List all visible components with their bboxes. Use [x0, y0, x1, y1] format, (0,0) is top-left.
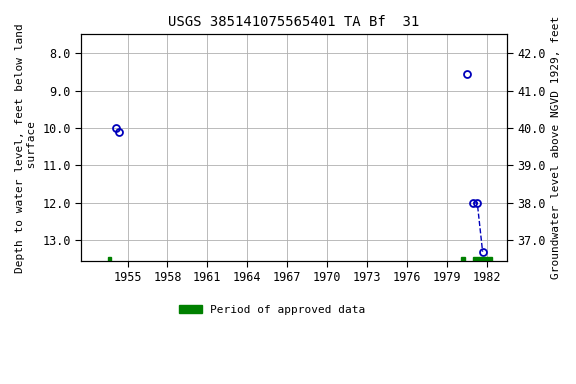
Y-axis label: Depth to water level, feet below land
 surface: Depth to water level, feet below land su… — [15, 23, 37, 273]
Title: USGS 385141075565401 TA Bf  31: USGS 385141075565401 TA Bf 31 — [168, 15, 419, 29]
Bar — [461, 257, 465, 261]
Y-axis label: Groundwater level above NGVD 1929, feet: Groundwater level above NGVD 1929, feet — [551, 16, 561, 279]
Bar — [108, 257, 111, 261]
Legend: Period of approved data: Period of approved data — [175, 300, 370, 319]
Bar — [473, 257, 492, 261]
